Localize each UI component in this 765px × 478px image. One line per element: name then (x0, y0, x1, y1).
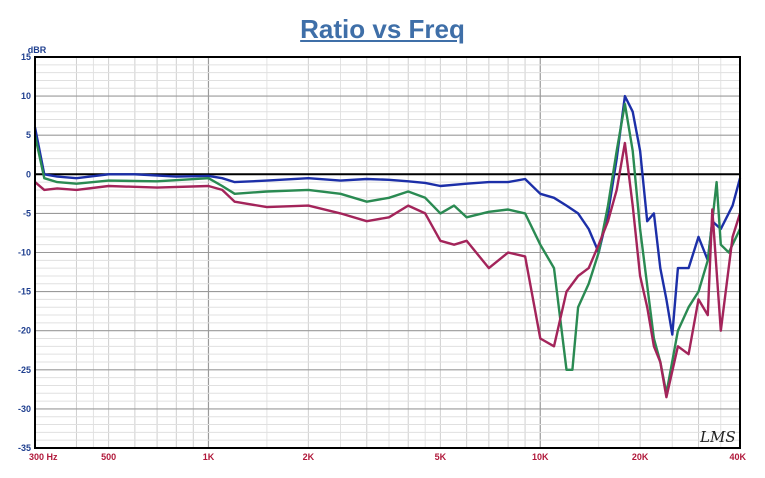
y-tick-label: 15 (21, 52, 31, 62)
x-tick-label: 20K (632, 452, 649, 462)
y-tick-label: 10 (21, 91, 31, 101)
x-tick-label: 1K (203, 452, 215, 462)
series-line-1 (33, 94, 742, 336)
y-tick-label: -30 (18, 404, 31, 414)
series-line-3 (34, 141, 742, 399)
x-tick-label: 300 Hz (29, 452, 58, 462)
y-tick-label: -20 (18, 326, 31, 336)
y-tick-label: -10 (18, 248, 31, 258)
y-tick-label: -35 (18, 443, 31, 453)
x-tick-label: 10K (532, 452, 549, 462)
series-line-2 (33, 102, 742, 395)
y-tick-label: -5 (23, 208, 31, 218)
x-tick-label: 2K (303, 452, 315, 462)
y-tick-label: -15 (18, 287, 31, 297)
chart-title: Ratio vs Freq (300, 14, 465, 44)
watermark-logo: LMS (699, 428, 736, 446)
x-tick-label: 5K (435, 452, 447, 462)
y-tick-label: -25 (18, 365, 31, 375)
grid-layer (35, 56, 740, 449)
series-layer (33, 94, 742, 399)
y-tick-label: 5 (26, 130, 31, 140)
x-tick-label: 500 (101, 452, 116, 462)
x-tick-label: 40K (729, 452, 746, 462)
y-axis-label: dBR (28, 45, 47, 55)
plot-border (34, 56, 741, 449)
y-tick-label: 0 (26, 169, 31, 179)
